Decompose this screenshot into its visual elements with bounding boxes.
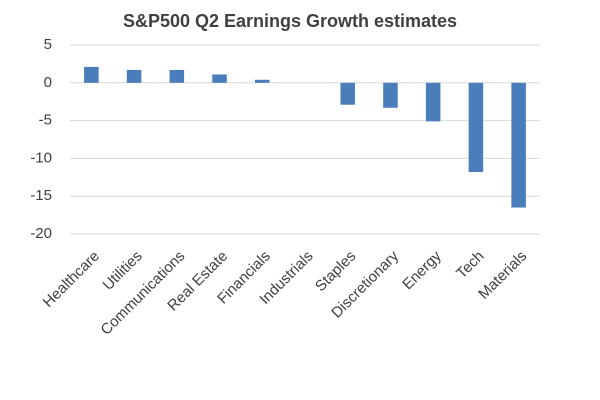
y-tick-label: -15 xyxy=(30,187,52,204)
bar xyxy=(126,69,142,83)
bar xyxy=(383,82,398,108)
bar xyxy=(212,74,227,83)
bar xyxy=(468,82,484,173)
x-tick-label: Energy xyxy=(399,247,445,293)
y-tick-label: -5 xyxy=(39,112,52,129)
chart-title: S&P500 Q2 Earnings Growth estimates xyxy=(123,11,457,31)
bar xyxy=(169,69,185,83)
y-tick-label: 5 xyxy=(44,36,52,53)
y-tick-label: -10 xyxy=(30,149,52,166)
bar xyxy=(340,82,355,105)
x-tick-label: Healthcare xyxy=(40,248,103,311)
bar xyxy=(84,66,99,83)
y-tick-label: 0 xyxy=(44,74,52,91)
x-tick-label: Tech xyxy=(453,248,487,282)
bar xyxy=(511,82,526,208)
bar xyxy=(255,79,270,83)
bar xyxy=(425,82,441,122)
y-tick-label: -20 xyxy=(30,225,52,242)
